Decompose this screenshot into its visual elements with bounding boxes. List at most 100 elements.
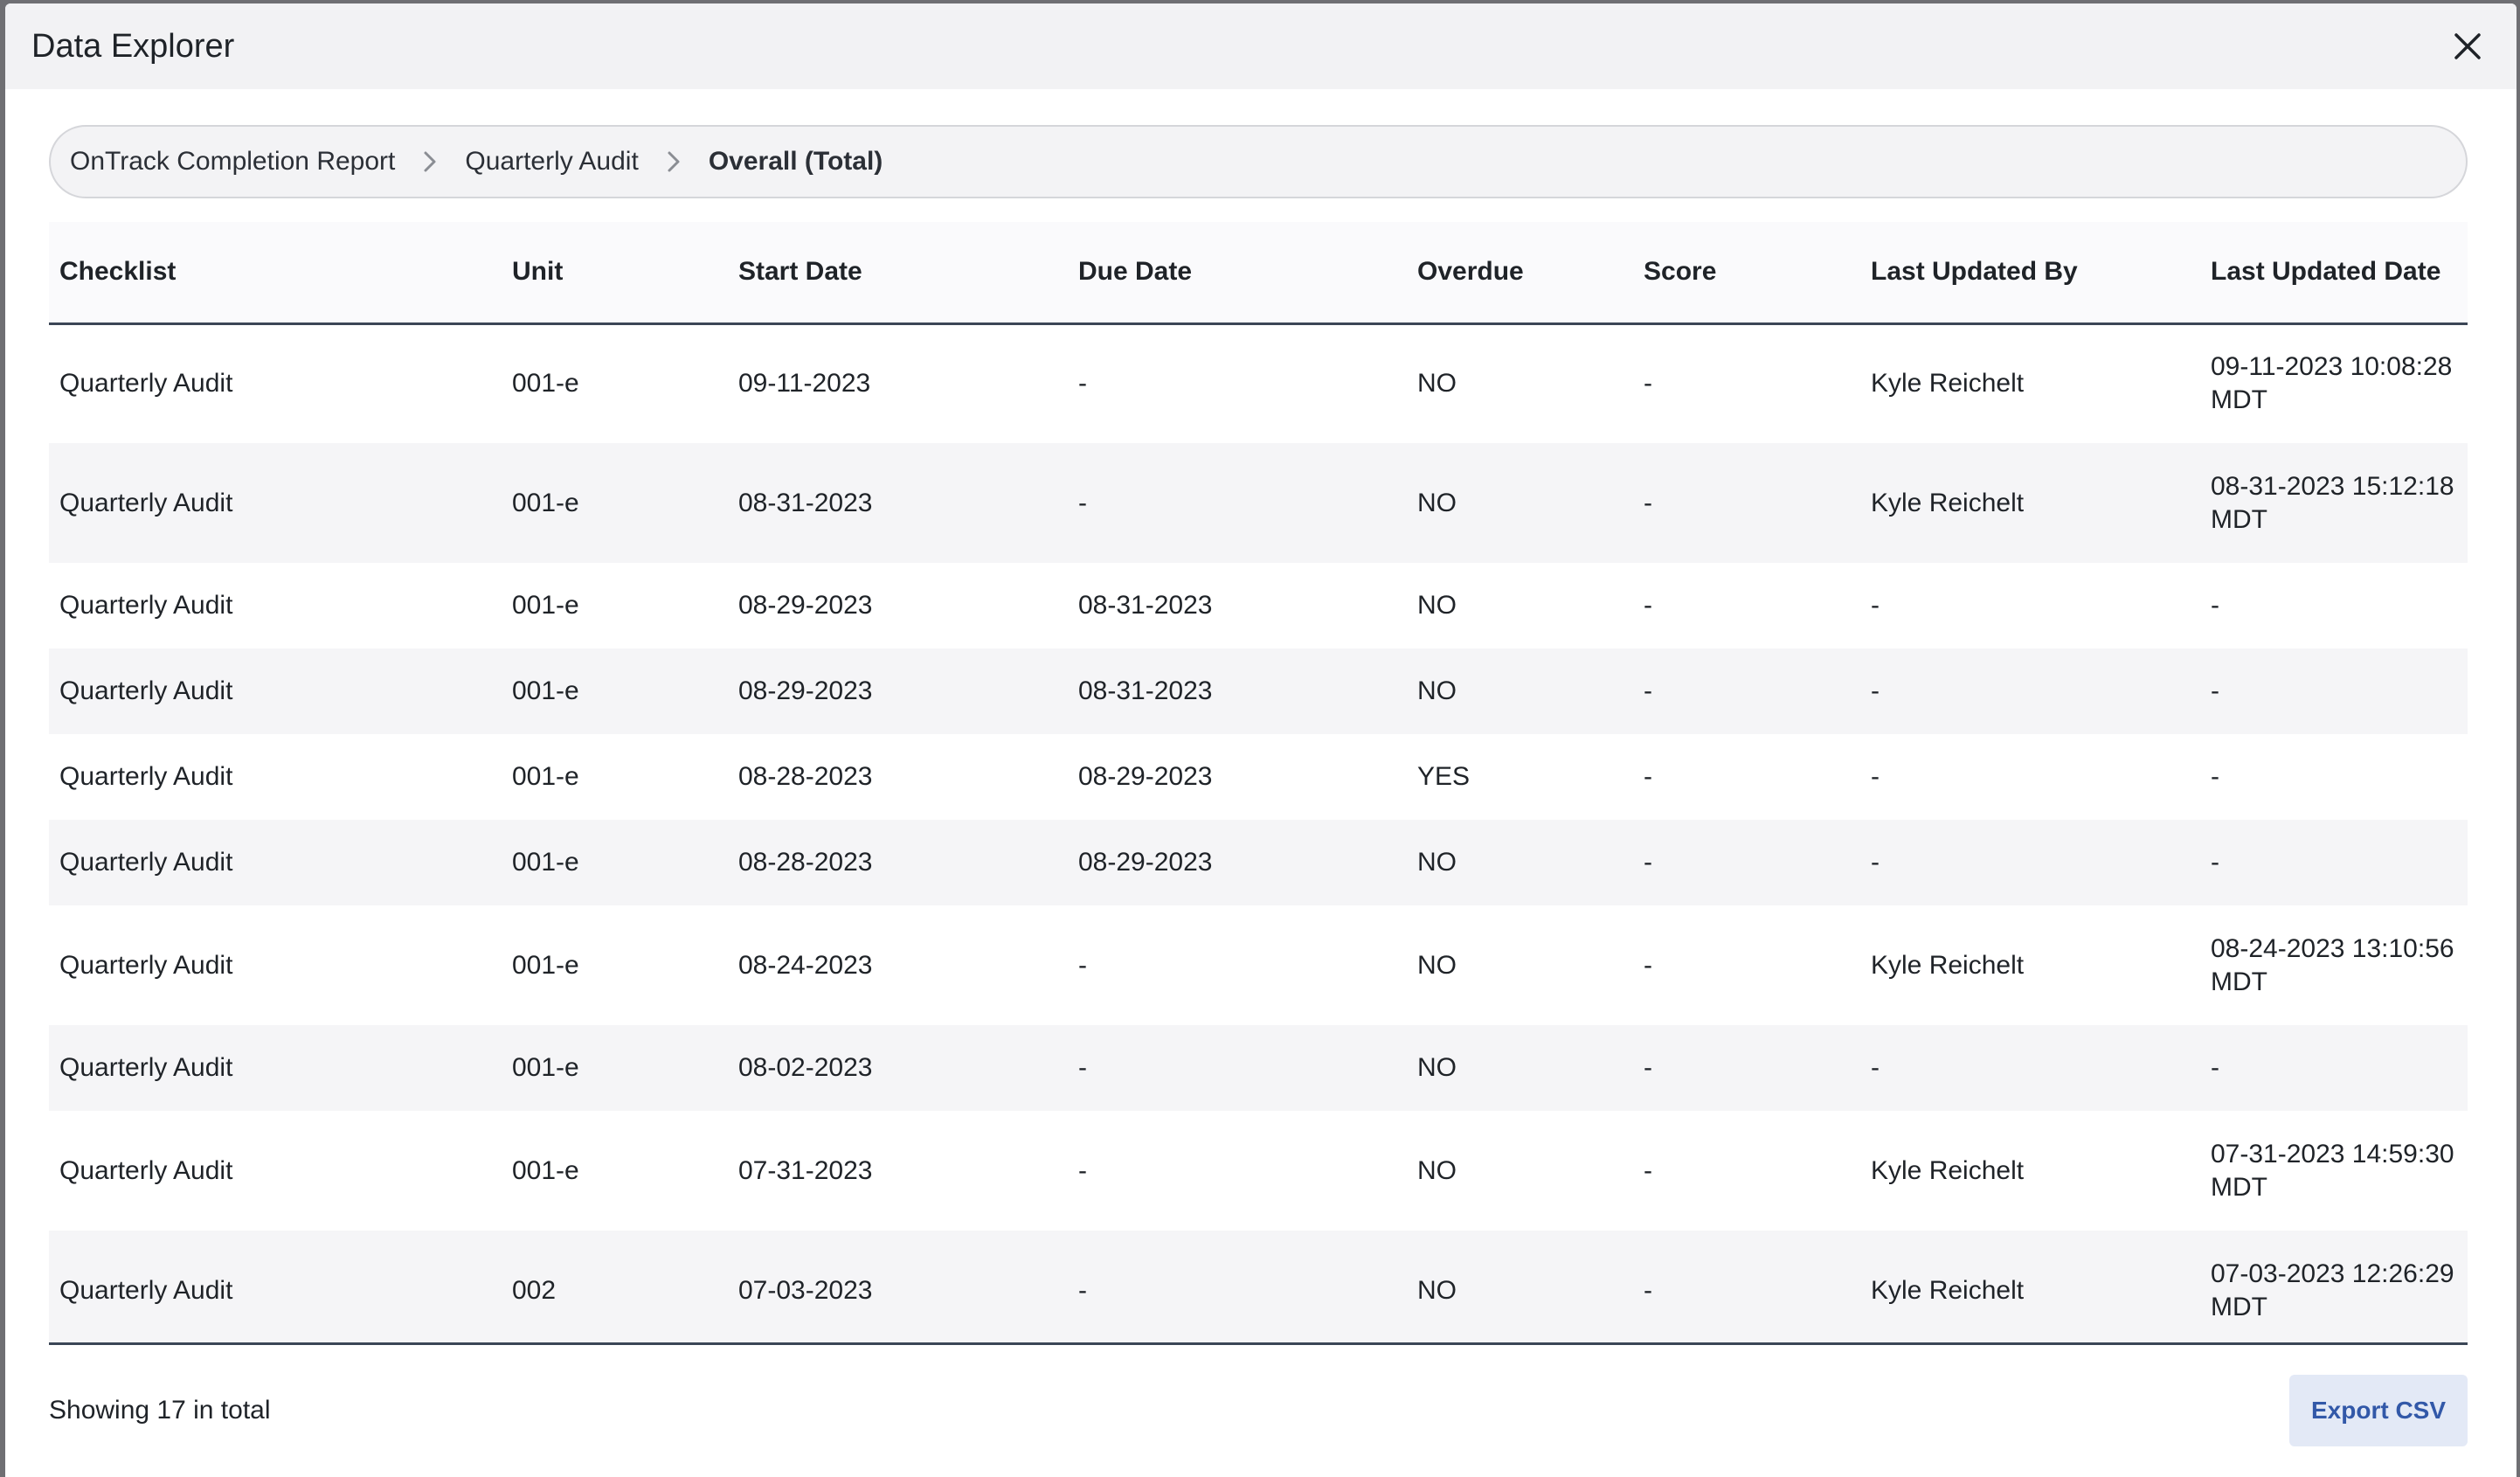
cell-unit: 001-e [512,1053,579,1082]
cell-checklist: Quarterly Audit [59,591,233,620]
cell-overdue: NO [1417,848,1457,877]
table-row[interactable]: Quarterly Audit 001-e 08-29-2023 08-31-2023… [49,648,2468,734]
cell-due-date: - [1078,369,1087,399]
cell-start-date: 08-29-2023 [738,676,873,705]
last-updated-datetime: 07-31-2023 14:59:30 [2211,1139,2454,1168]
table-row[interactable]: Quarterly Audit 001-e 08-29-2023 08-31-2023… [49,563,2468,648]
cell-start-date: 08-02-2023 [738,1053,873,1082]
cell-start-date: 08-24-2023 [738,950,873,980]
table-row[interactable]: Quarterly Audit 001-e 09-11-2023 - NO - Kyle R… [49,323,2468,443]
breadcrumb-current: Overall (Total) [708,147,883,176]
cell-checklist: Quarterly Audit [59,676,233,705]
last-updated-timezone: MDT [2211,1292,2267,1321]
cell-overdue: NO [1417,369,1457,399]
column-header-start-date[interactable]: Start Date [728,222,1068,325]
close-button[interactable] [2445,24,2490,69]
cell-unit: 002 [512,1275,557,1305]
cell-last-updated-by: - [1871,848,1880,877]
cell-due-date: 08-29-2023 [1078,762,1213,791]
cell-unit: 001-e [512,676,579,705]
last-updated-datetime: 08-31-2023 15:12:18 [2211,471,2454,501]
cell-last-updated-date: 07-31-2023 14:59:30 MDT [2200,1111,2468,1231]
breadcrumb-item-report[interactable]: OnTrack Completion Report [70,147,396,176]
cell-last-updated-date: - [2200,648,2468,734]
column-header-score[interactable]: Score [1633,222,1860,325]
table-header-row: Checklist Unit Start Date Due Date Overd… [49,222,2468,325]
last-updated-datetime: 08-24-2023 13:10:56 [2211,933,2454,963]
cell-score: - [1644,591,1652,620]
cell-start-date: 07-03-2023 [738,1275,873,1305]
cell-last-updated-date: 09-11-2023 10:08:28 MDT [2200,323,2468,443]
last-updated-timezone: MDT [2211,967,2267,996]
breadcrumb-item-checklist[interactable]: Quarterly Audit [465,147,639,176]
cell-last-updated-date: 08-31-2023 15:12:18 MDT [2200,443,2468,563]
table-row[interactable]: Quarterly Audit 001-e 07-31-2023 - NO - Kyle R… [49,1111,2468,1231]
last-updated-datetime: 09-11-2023 10:08:28 [2211,352,2453,382]
cell-checklist: Quarterly Audit [59,950,233,980]
cell-score: - [1644,1053,1652,1082]
cell-score: - [1644,950,1652,980]
last-updated-datetime: - [2211,1053,2219,1082]
column-header-last-updated-date[interactable]: Last Updated Date [2200,222,2468,325]
cell-due-date: - [1078,1275,1087,1305]
cell-start-date: 08-28-2023 [738,762,873,791]
cell-unit: 001-e [512,762,579,791]
cell-checklist: Quarterly Audit [59,488,233,517]
cell-overdue: NO [1417,1155,1457,1185]
cell-overdue: NO [1417,950,1457,980]
cell-overdue: NO [1417,488,1457,517]
cell-checklist: Quarterly Audit [59,1275,233,1305]
cell-score: - [1644,1155,1652,1185]
cell-checklist: Quarterly Audit [59,762,233,791]
last-updated-datetime: 07-03-2023 12:26:29 [2211,1259,2454,1288]
cell-last-updated-by: Kyle Reichelt [1871,488,2025,517]
results-table: Checklist Unit Start Date Due Date Overd… [49,222,2468,1342]
table-row[interactable]: Quarterly Audit 001-e 08-24-2023 - NO - Kyle R… [49,905,2468,1025]
cell-overdue: NO [1417,1053,1457,1082]
column-header-unit[interactable]: Unit [502,222,728,325]
cell-overdue: YES [1417,762,1471,791]
cell-checklist: Quarterly Audit [59,1053,233,1082]
cell-unit: 001-e [512,848,579,877]
cell-unit: 001-e [512,1155,579,1185]
cell-last-updated-by: - [1871,762,1880,791]
column-header-overdue[interactable]: Overdue [1407,222,1633,325]
table-row[interactable]: Quarterly Audit 001-e 08-31-2023 - NO - Kyle R… [49,443,2468,563]
modal-header: Data Explorer [5,3,2517,89]
cell-last-updated-date: 08-24-2023 13:10:56 MDT [2200,905,2468,1025]
column-header-checklist[interactable]: Checklist [49,222,502,325]
last-updated-datetime: - [2211,762,2219,791]
cell-score: - [1644,1275,1652,1305]
cell-last-updated-by: Kyle Reichelt [1871,369,2025,399]
last-updated-timezone: MDT [2211,1172,2267,1202]
cell-start-date: 07-31-2023 [738,1155,873,1185]
results-table-container[interactable]: Checklist Unit Start Date Due Date Overd… [49,222,2468,1345]
cell-last-updated-by: - [1871,1053,1880,1082]
column-header-last-updated-by[interactable]: Last Updated By [1860,222,2200,325]
cell-score: - [1644,369,1652,399]
cell-last-updated-by: Kyle Reichelt [1871,950,2025,980]
breadcrumb: OnTrack Completion Report Quarterly Audi… [49,125,2468,198]
cell-checklist: Quarterly Audit [59,848,233,877]
cell-unit: 001-e [512,591,579,620]
table-body: Quarterly Audit 001-e 09-11-2023 - NO - Kyle R… [49,323,2468,1342]
table-row[interactable]: Quarterly Audit 001-e 08-02-2023 - NO - - - [49,1025,2468,1111]
cell-last-updated-date: - [2200,563,2468,648]
cell-score: - [1644,848,1652,877]
cell-score: - [1644,676,1652,705]
table-row[interactable]: Quarterly Audit 002 07-03-2023 - NO - Kyle Rei… [49,1231,2468,1342]
column-header-due-date[interactable]: Due Date [1068,222,1407,325]
last-updated-datetime: - [2211,591,2219,620]
modal-footer: Showing 17 in total Export CSV [49,1345,2468,1476]
cell-due-date: - [1078,1053,1087,1082]
cell-due-date: - [1078,950,1087,980]
export-csv-button[interactable]: Export CSV [2289,1375,2468,1446]
cell-due-date: - [1078,1155,1087,1185]
cell-unit: 001-e [512,369,579,399]
cell-start-date: 08-29-2023 [738,591,873,620]
table-row[interactable]: Quarterly Audit 001-e 08-28-2023 08-29-2023… [49,734,2468,820]
cell-last-updated-date: - [2200,734,2468,820]
cell-last-updated-date: - [2200,820,2468,905]
table-row[interactable]: Quarterly Audit 001-e 08-28-2023 08-29-2023… [49,820,2468,905]
cell-last-updated-by: - [1871,676,1880,705]
